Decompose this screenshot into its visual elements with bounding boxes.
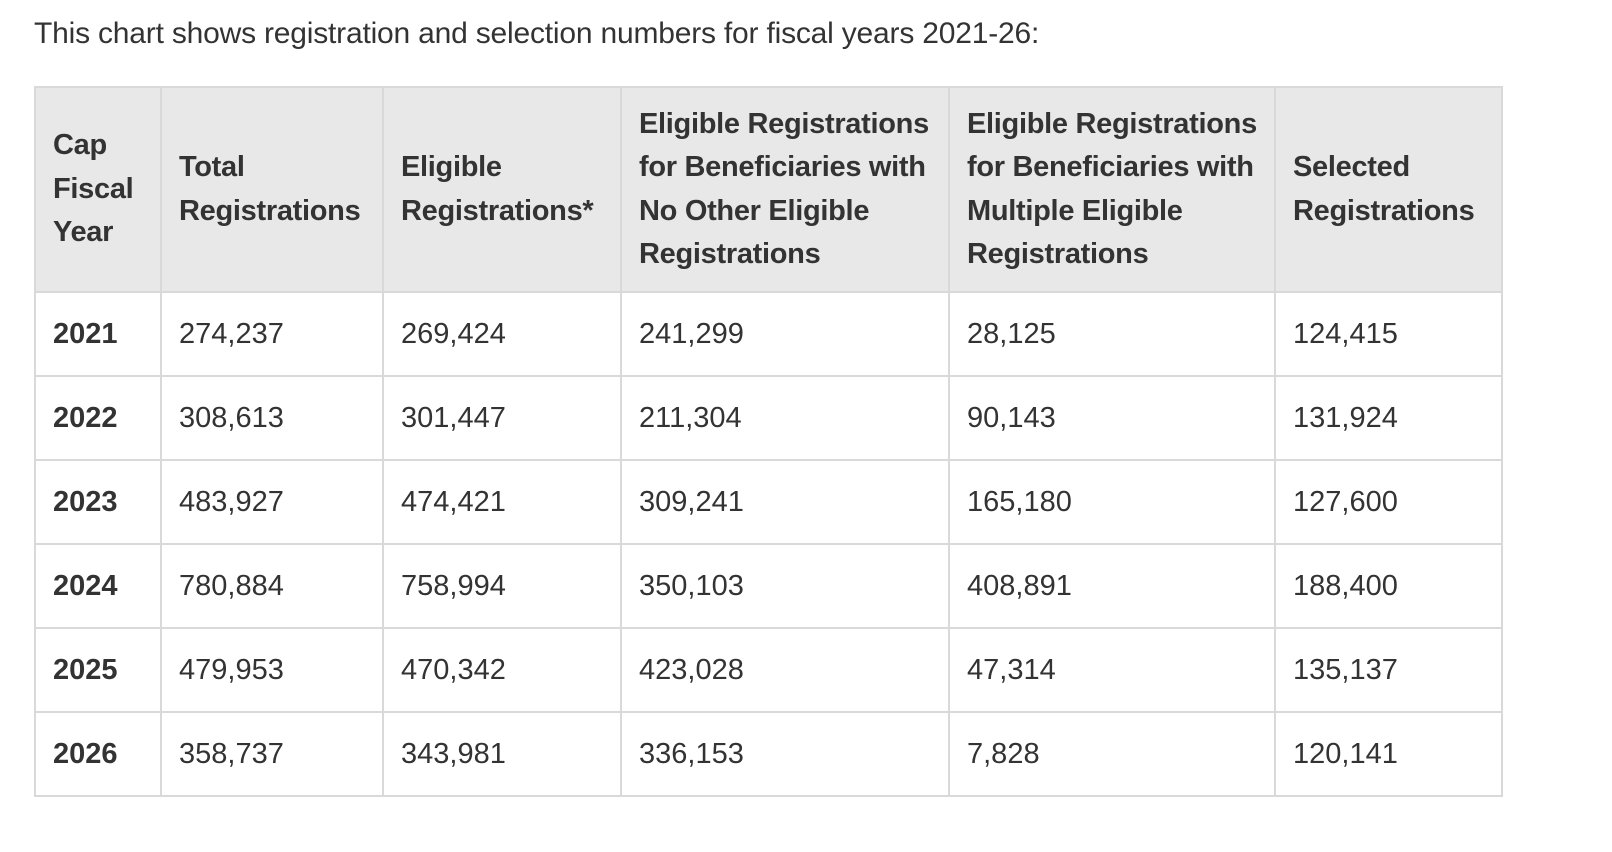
cell-eligible-registrations: 269,424 <box>382 291 622 377</box>
cell-eligible-registrations: 470,342 <box>382 627 622 713</box>
cell-total-registrations: 483,927 <box>160 459 384 545</box>
header-multiple-eligible: Eligible Registrations for Beneficiaries… <box>948 86 1276 293</box>
cell-selected-registrations: 127,600 <box>1274 459 1503 545</box>
cell-total-registrations: 479,953 <box>160 627 384 713</box>
table-body: 2021 274,237 269,424 241,299 28,125 124,… <box>34 291 1503 797</box>
cell-selected-registrations: 135,137 <box>1274 627 1503 713</box>
table-row: 2022 308,613 301,447 211,304 90,143 131,… <box>34 375 1503 461</box>
header-total-registrations: Total Registrations <box>160 86 384 293</box>
cell-no-other-eligible: 423,028 <box>620 627 950 713</box>
cell-fiscal-year: 2024 <box>34 543 162 629</box>
cell-multiple-eligible: 28,125 <box>948 291 1276 377</box>
cell-selected-registrations: 188,400 <box>1274 543 1503 629</box>
cell-selected-registrations: 124,415 <box>1274 291 1503 377</box>
table-header: Cap Fiscal Year Total Registrations Elig… <box>34 86 1503 293</box>
cell-fiscal-year: 2025 <box>34 627 162 713</box>
cell-multiple-eligible: 47,314 <box>948 627 1276 713</box>
cell-no-other-eligible: 350,103 <box>620 543 950 629</box>
header-no-other-eligible: Eligible Registrations for Beneficiaries… <box>620 86 950 293</box>
cell-fiscal-year: 2026 <box>34 711 162 797</box>
cell-no-other-eligible: 336,153 <box>620 711 950 797</box>
cell-selected-registrations: 131,924 <box>1274 375 1503 461</box>
header-row: Cap Fiscal Year Total Registrations Elig… <box>34 86 1503 293</box>
cell-eligible-registrations: 301,447 <box>382 375 622 461</box>
header-selected-registrations: Selected Registrations <box>1274 86 1503 293</box>
table-row: 2023 483,927 474,421 309,241 165,180 127… <box>34 459 1503 545</box>
cell-eligible-registrations: 474,421 <box>382 459 622 545</box>
header-eligible-registrations: Eligible Registrations* <box>382 86 622 293</box>
table-row: 2026 358,737 343,981 336,153 7,828 120,1… <box>34 711 1503 797</box>
cell-eligible-registrations: 343,981 <box>382 711 622 797</box>
cell-multiple-eligible: 7,828 <box>948 711 1276 797</box>
table-row: 2024 780,884 758,994 350,103 408,891 188… <box>34 543 1503 629</box>
cell-selected-registrations: 120,141 <box>1274 711 1503 797</box>
cell-total-registrations: 358,737 <box>160 711 384 797</box>
cell-multiple-eligible: 408,891 <box>948 543 1276 629</box>
cell-total-registrations: 274,237 <box>160 291 384 377</box>
table-row: 2025 479,953 470,342 423,028 47,314 135,… <box>34 627 1503 713</box>
cell-no-other-eligible: 241,299 <box>620 291 950 377</box>
cell-eligible-registrations: 758,994 <box>382 543 622 629</box>
cell-no-other-eligible: 309,241 <box>620 459 950 545</box>
cell-fiscal-year: 2023 <box>34 459 162 545</box>
cell-fiscal-year: 2021 <box>34 291 162 377</box>
cell-total-registrations: 308,613 <box>160 375 384 461</box>
cell-total-registrations: 780,884 <box>160 543 384 629</box>
table-row: 2021 274,237 269,424 241,299 28,125 124,… <box>34 291 1503 377</box>
cell-multiple-eligible: 165,180 <box>948 459 1276 545</box>
registration-table: Cap Fiscal Year Total Registrations Elig… <box>34 86 1503 797</box>
cell-no-other-eligible: 211,304 <box>620 375 950 461</box>
intro-text: This chart shows registration and select… <box>34 17 1040 50</box>
header-cap-fiscal-year: Cap Fiscal Year <box>34 86 162 293</box>
cell-multiple-eligible: 90,143 <box>948 375 1276 461</box>
cell-fiscal-year: 2022 <box>34 375 162 461</box>
